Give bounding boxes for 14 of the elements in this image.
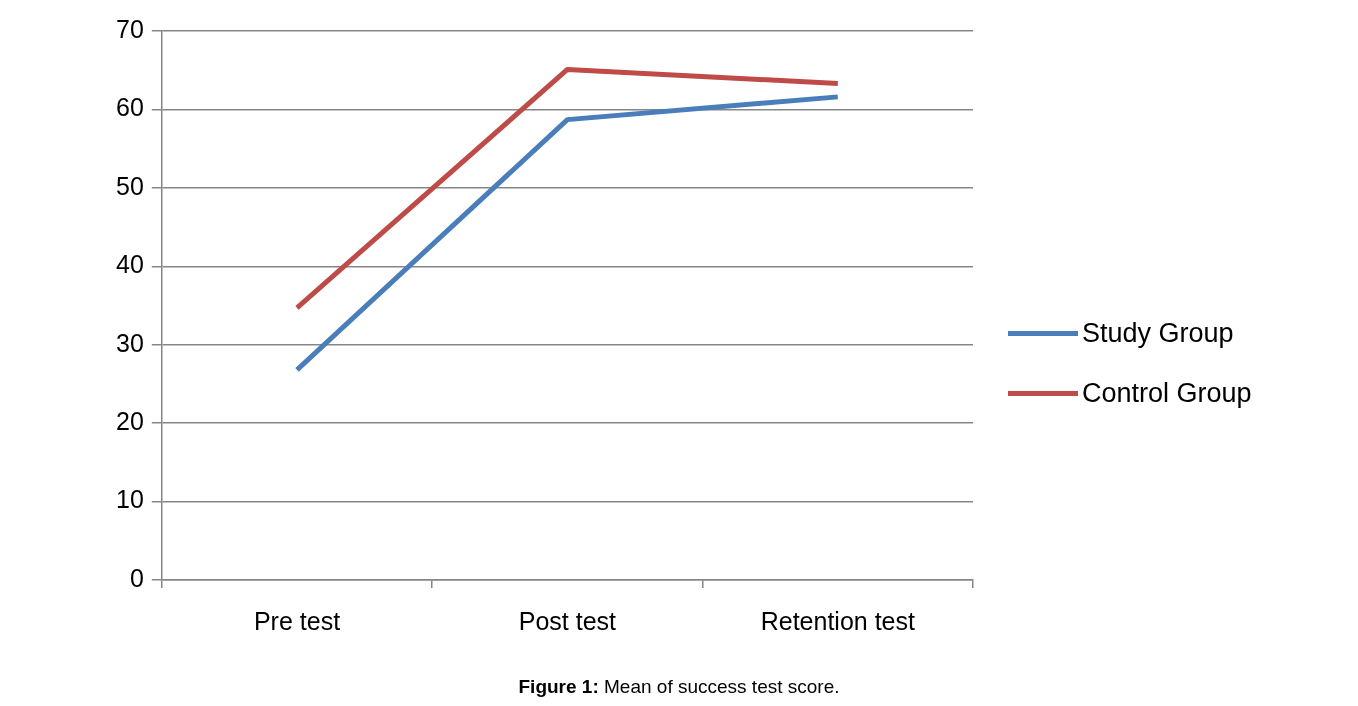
legend-label: Control Group (1082, 377, 1252, 409)
x-tick-label: Pre test (253, 606, 341, 635)
y-tick-label: 50 (116, 171, 144, 200)
y-tick-label: 0 (129, 563, 144, 592)
y-tick-label: 70 (116, 14, 144, 43)
x-tick-label: Retention test (760, 606, 915, 635)
y-tick-label: 40 (116, 250, 144, 279)
y-tick-label: 30 (116, 328, 144, 357)
x-tick-label: Post test (518, 606, 617, 635)
caption: Figure 1: Mean of success test score. (518, 676, 840, 697)
y-tick-label: 10 (116, 485, 144, 514)
legend-label: Study Group (1082, 317, 1234, 349)
y-tick-label: 60 (116, 93, 144, 122)
y-tick-label: 20 (116, 407, 144, 436)
